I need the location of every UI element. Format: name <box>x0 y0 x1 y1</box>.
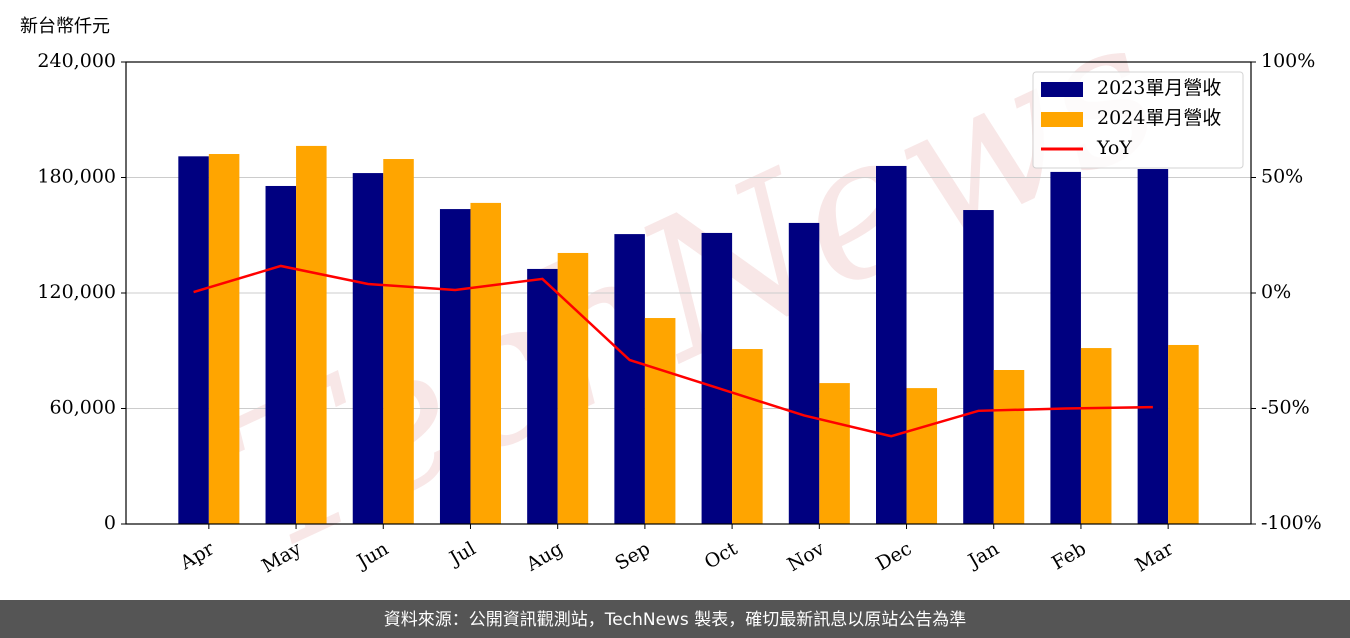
bar <box>819 383 850 524</box>
footer: 資料來源：公開資訊觀測站，TechNews 製表，確切最新訊息以原站公告為準 <box>384 610 966 630</box>
bar <box>1137 169 1169 524</box>
bar <box>178 156 209 524</box>
bar <box>788 222 820 524</box>
y-tick-label: 240,000 <box>37 50 116 72</box>
bar <box>352 173 384 524</box>
bar <box>1168 344 1199 524</box>
bar <box>993 370 1025 524</box>
bar <box>383 159 414 524</box>
y2-tick-label: 50% <box>1261 166 1303 188</box>
bar <box>557 252 589 524</box>
legend-label: YoY <box>1096 137 1132 159</box>
y2-tick-label: 0% <box>1261 281 1291 303</box>
bar <box>906 388 938 524</box>
legend-label: 2023單月營收 <box>1097 77 1221 99</box>
bar <box>1050 171 1081 525</box>
bar <box>732 349 763 524</box>
x-tick-label: Sep <box>611 538 654 575</box>
bar <box>296 145 327 524</box>
x-tick-label: Jan <box>963 538 1003 574</box>
y-tick-label: 180,000 <box>37 166 116 188</box>
bar <box>644 318 676 524</box>
bar <box>470 202 501 524</box>
footer-bar <box>0 600 1350 638</box>
bar <box>1080 348 1112 524</box>
bar <box>614 234 645 524</box>
bar <box>701 232 733 524</box>
legend-swatch <box>1041 112 1083 127</box>
x-tick-label: Mar <box>1132 537 1178 576</box>
y-tick-label: 120,000 <box>37 281 116 303</box>
y2-tick-label: 100% <box>1261 50 1315 72</box>
x-tick-label: Jul <box>444 538 479 571</box>
legend-label: 2024單月營收 <box>1097 107 1221 129</box>
line <box>193 264 1153 438</box>
bar <box>963 210 994 524</box>
x-tick-label: Apr <box>176 537 219 574</box>
bar <box>265 185 297 524</box>
x-tick-label: Feb <box>1048 538 1090 575</box>
bar <box>439 209 471 524</box>
x-tick-label: Nov <box>784 537 829 576</box>
y-axis-title: 新台幣仟元 <box>20 16 110 37</box>
x-tick-label: Dec <box>872 538 915 576</box>
y-tick-label: 60,000 <box>50 397 116 419</box>
x-tick-label: Aug <box>522 538 567 577</box>
bar <box>208 154 240 524</box>
y2-tick-label: -100% <box>1261 512 1322 534</box>
bar <box>876 165 907 524</box>
legend-box <box>1032 71 1244 169</box>
legend-swatch <box>1041 82 1083 97</box>
plot-frame <box>125 61 1252 525</box>
y-tick-label: 0 <box>104 512 116 534</box>
bar <box>527 268 558 524</box>
y2-tick-label: -50% <box>1261 397 1310 419</box>
x-tick-label: Oct <box>701 537 742 573</box>
